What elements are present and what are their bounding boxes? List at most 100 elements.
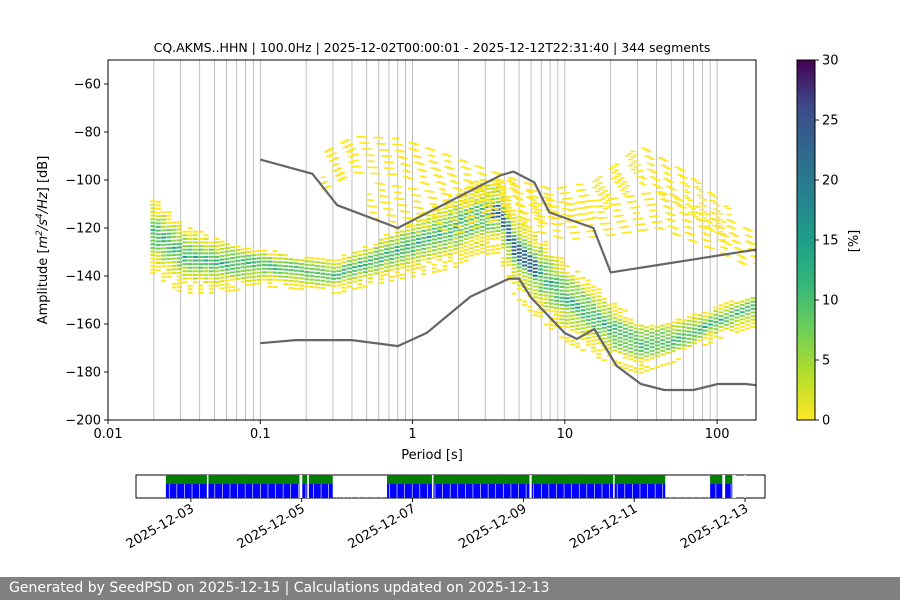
psd-density-cell bbox=[192, 234, 198, 237]
psd-density-cell bbox=[474, 224, 480, 226]
psd-density-cell bbox=[538, 286, 544, 289]
psd-density-cell bbox=[617, 340, 623, 343]
psd-density-cell bbox=[500, 214, 506, 217]
psd-density-cell bbox=[585, 290, 591, 293]
psd-density-outlier-cell bbox=[756, 258, 761, 260]
psd-density-outlier-cell bbox=[334, 175, 340, 177]
psd-density-outlier-cell bbox=[441, 183, 447, 185]
psd-density-cell bbox=[394, 246, 400, 248]
psd-density-cell bbox=[469, 207, 474, 210]
psd-density-cell bbox=[617, 344, 623, 346]
psd-density-outlier-cell bbox=[723, 241, 729, 244]
psd-density-cell bbox=[246, 247, 251, 250]
psd-density-cell bbox=[410, 264, 416, 267]
psd-density-cell bbox=[198, 288, 204, 291]
timeline-gap bbox=[206, 475, 209, 498]
psd-density-outlier-cell bbox=[493, 208, 499, 210]
psd-density-outlier-cell bbox=[545, 193, 551, 195]
psd-density-outlier-cell bbox=[669, 193, 674, 195]
psd-density-cell bbox=[431, 267, 437, 270]
psd-density-cell bbox=[591, 336, 597, 339]
psd-density-outlier-cell bbox=[440, 228, 446, 231]
psd-density-cell bbox=[208, 255, 214, 258]
psd-density-cell bbox=[522, 264, 528, 267]
psd-density-cell bbox=[511, 245, 517, 248]
psd-density-cell bbox=[246, 276, 251, 279]
psd-density-cell bbox=[729, 314, 735, 317]
psd-density-outlier-cell bbox=[411, 142, 417, 145]
psd-density-cell bbox=[410, 250, 416, 252]
psd-density-cell bbox=[665, 323, 671, 325]
psd-density-cell bbox=[522, 253, 528, 256]
psd-density-cell bbox=[708, 330, 713, 333]
psd-density-cell bbox=[670, 350, 676, 353]
psd-density-outlier-cell bbox=[581, 189, 587, 191]
psd-density-cell bbox=[676, 340, 682, 343]
timeline-coverage bbox=[165, 475, 746, 498]
psd-density-cell bbox=[665, 337, 671, 340]
psd-density-outlier-cell bbox=[564, 220, 570, 223]
psd-density-outlier-cell bbox=[402, 204, 408, 207]
psd-density-outlier-cell bbox=[510, 178, 515, 180]
psd-density-cell bbox=[500, 189, 506, 191]
psd-density-cell bbox=[469, 186, 474, 189]
psd-density-outlier-cell bbox=[466, 168, 472, 170]
psd-density-cell bbox=[437, 244, 443, 247]
psd-density-outlier-cell bbox=[710, 194, 716, 196]
psd-density-cell bbox=[474, 234, 480, 237]
psd-density-outlier-cell bbox=[580, 219, 586, 221]
psd-density-cell bbox=[527, 240, 533, 243]
psd-density-cell bbox=[554, 317, 559, 320]
psd-density-outlier-cell bbox=[504, 212, 510, 214]
psd-density-cell bbox=[394, 274, 400, 277]
psd-density-cell bbox=[532, 292, 538, 295]
psd-density-cell bbox=[400, 255, 405, 258]
psd-density-cell bbox=[384, 241, 390, 244]
psd-density-cell bbox=[538, 315, 544, 318]
psd-density-cell bbox=[474, 180, 480, 183]
psd-density-cell bbox=[623, 338, 628, 341]
psd-density-outlier-cell bbox=[414, 149, 420, 152]
psd-density-outlier-cell bbox=[616, 179, 622, 181]
psd-density-cell bbox=[410, 228, 416, 231]
psd-density-cell bbox=[490, 209, 496, 212]
psd-density-outlier-cell bbox=[517, 209, 523, 212]
psd-density-outlier-cell bbox=[495, 188, 501, 190]
psd-density-cell bbox=[336, 266, 342, 269]
psd-density-cell bbox=[272, 278, 278, 281]
psd-density-cell bbox=[607, 307, 613, 310]
y-tick-label: −140 bbox=[65, 270, 101, 285]
psd-density-cell bbox=[522, 232, 528, 235]
psd-density-cell bbox=[384, 262, 390, 265]
psd-density-cell bbox=[246, 265, 251, 268]
psd-density-outlier-cell bbox=[366, 205, 372, 207]
psd-density-cell bbox=[203, 277, 209, 280]
psd-density-cell bbox=[697, 321, 703, 324]
psd-density-outlier-cell bbox=[685, 191, 691, 193]
psd-density-outlier-cell bbox=[728, 226, 734, 228]
psd-density-cell bbox=[410, 232, 416, 234]
psd-density-cell bbox=[208, 284, 214, 287]
psd-density-cell bbox=[554, 288, 559, 291]
psd-density-outlier-cell bbox=[380, 189, 386, 191]
psd-density-cell bbox=[405, 254, 411, 257]
psd-density-outlier-cell bbox=[581, 195, 587, 197]
psd-density-outlier-cell bbox=[586, 200, 592, 202]
psd-density-outlier-cell bbox=[451, 212, 457, 215]
psd-density-cell bbox=[150, 246, 156, 249]
psd-density-cell bbox=[458, 246, 464, 249]
psd-density-cell bbox=[219, 240, 225, 243]
psd-density-cell bbox=[155, 204, 161, 207]
psd-density-cell bbox=[463, 238, 469, 241]
psd-density-outlier-cell bbox=[685, 203, 691, 205]
psd-density-cell bbox=[192, 241, 198, 244]
psd-density-outlier-cell bbox=[331, 170, 337, 173]
psd-density-outlier-cell bbox=[477, 202, 483, 204]
psd-density-cell bbox=[251, 250, 257, 253]
psd-density-cell bbox=[426, 221, 432, 224]
psd-density-outlier-cell bbox=[512, 179, 518, 181]
psd-density-outlier-cell bbox=[739, 255, 745, 258]
psd-density-cell bbox=[362, 256, 368, 259]
psd-density-cell bbox=[161, 247, 167, 250]
psd-density-outlier-cell bbox=[362, 136, 367, 138]
